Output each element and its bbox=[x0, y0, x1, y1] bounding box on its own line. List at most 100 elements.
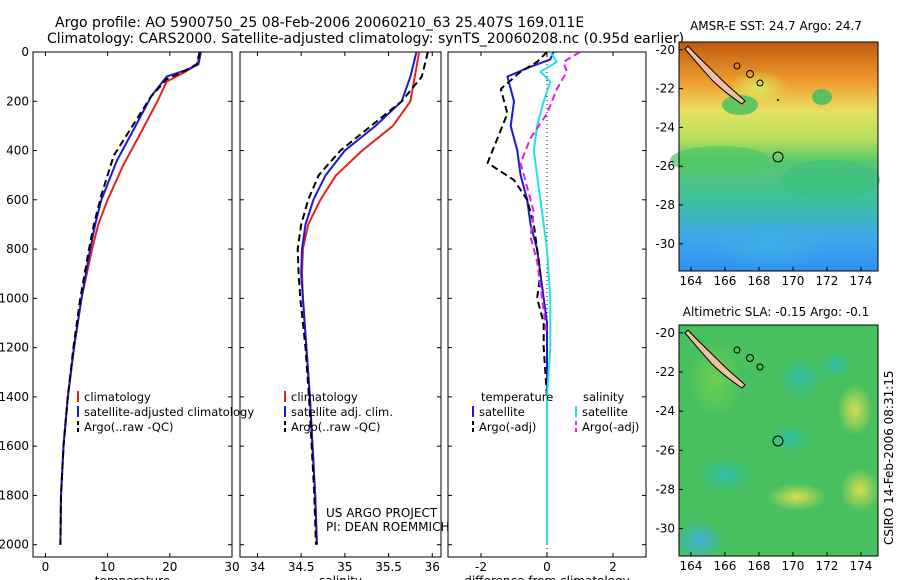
salinity-xtick-label: 35 bbox=[337, 560, 352, 574]
sla-high bbox=[840, 468, 880, 512]
sla_map-xtick-label: 168 bbox=[747, 559, 770, 573]
temperature-ytick-label: 200 bbox=[6, 94, 29, 108]
temperature-ytick-label: 2000 bbox=[0, 538, 29, 552]
salinity-axes-frame bbox=[239, 51, 442, 558]
temperature-ytick-label: 400 bbox=[6, 144, 29, 158]
sla_map-ytick-label: -30 bbox=[655, 522, 675, 536]
difference-xtick-label: 2 bbox=[609, 560, 617, 574]
sla_map-xtick-label: 172 bbox=[816, 559, 839, 573]
sla_map-ytick-label: -28 bbox=[655, 482, 675, 496]
temperature-ytick-label: 1800 bbox=[0, 488, 29, 502]
temperature-axes-frame bbox=[32, 51, 233, 558]
new-caledonia-island bbox=[684, 45, 746, 105]
sla-low bbox=[770, 424, 810, 452]
temperature-ytick-label: 1600 bbox=[0, 439, 29, 453]
sla-low bbox=[697, 457, 753, 493]
salinity-xtick-label: 35.5 bbox=[375, 560, 402, 574]
salinity-xtick-label: 34 bbox=[250, 560, 265, 574]
sla-map: Altimetric SLA: -0.15 Argo: -0.1 164 166 1… bbox=[655, 305, 880, 573]
temperature-panel: 0 200 400 600 800 1000 1200 1400 1600 1800 2000 0 10… bbox=[0, 45, 254, 580]
sla_map-xtick-label: 166 bbox=[713, 559, 736, 573]
sla-low bbox=[675, 520, 725, 560]
difference-legend-label: Argo(-adj) bbox=[582, 420, 639, 434]
temperature-xtick-label: 30 bbox=[224, 560, 239, 574]
difference-series-temperature-satellite bbox=[506, 51, 555, 397]
sst_map-ytick-label: -22 bbox=[655, 82, 675, 96]
salinity-series-satellite-adj-clim- bbox=[300, 51, 418, 545]
argo-float-marker bbox=[772, 151, 784, 163]
sst_map-ytick-label: -30 bbox=[655, 237, 675, 251]
sla_map-xtick-label: 170 bbox=[782, 559, 805, 573]
difference-legend-label: satellite bbox=[582, 405, 628, 419]
sst-blue-region bbox=[710, 220, 830, 270]
temperature-legend-label: satellite-adjusted climatology bbox=[84, 405, 254, 419]
difference-panel: -2 0 2difference from climatology temperatu… bbox=[447, 51, 647, 580]
difference-series-temperature-argo-adj- bbox=[486, 51, 548, 397]
salinity-legend-label: climatology bbox=[291, 390, 358, 404]
difference-series-salinity-satellite bbox=[532, 51, 558, 545]
salinity-legend-label: satellite adj. clim. bbox=[291, 405, 393, 419]
sst-green-patch-2 bbox=[812, 89, 832, 105]
temperature-ytick-label: 0 bbox=[21, 45, 29, 59]
difference-legend-label: Argo(-adj) bbox=[479, 420, 536, 434]
sla-high bbox=[767, 483, 827, 511]
footer-project: US ARGO PROJECT bbox=[326, 506, 438, 520]
sst_map-ytick-label: -28 bbox=[655, 198, 675, 212]
side-stamp: CSIRO 14-Feb-2006 08:31:15 bbox=[882, 370, 896, 545]
sla-high bbox=[687, 340, 743, 420]
difference-legend-label: satellite bbox=[479, 405, 525, 419]
sla_map-xtick-label: 174 bbox=[850, 559, 873, 573]
figure-title-line1: Argo profile: AO 5900750_25 08-Feb-2006 … bbox=[55, 15, 584, 31]
sla_map-ytick-label: -20 bbox=[655, 326, 675, 340]
sst-map: AMSR-E SST: 24.7 Argo: 24.7 164 166 168 170… bbox=[655, 19, 880, 288]
loyalty-island bbox=[733, 62, 741, 70]
sst_map-xtick-label: 174 bbox=[850, 274, 873, 288]
difference-legend-heading: temperature bbox=[481, 390, 553, 404]
difference-xtick-label: 0 bbox=[543, 560, 551, 574]
sst-map-ticks: 164 166 168 170 172 174 -20 -22 -24 -26 -28 -30 bbox=[655, 43, 872, 288]
figure-title-line2: Climatology: CARS2000. Satellite-adjuste… bbox=[47, 31, 684, 47]
sst_map-xtick-label: 170 bbox=[782, 274, 805, 288]
temperature-xtick-label: 20 bbox=[162, 560, 177, 574]
sla-map-frame bbox=[678, 324, 879, 557]
temperature-legend-label: Argo(..raw -QC) bbox=[84, 420, 174, 434]
sla_map-ytick-label: -26 bbox=[655, 443, 675, 457]
sst_map-ytick-label: -24 bbox=[655, 120, 675, 134]
sla-low bbox=[778, 356, 822, 400]
sla-coastline bbox=[684, 329, 764, 389]
temperature-legend-label: climatology bbox=[84, 390, 151, 404]
temperature-ytick-label: 600 bbox=[6, 193, 29, 207]
loyalty-island bbox=[756, 363, 764, 371]
sst-map-title: AMSR-E SST: 24.7 Argo: 24.7 bbox=[690, 19, 862, 33]
temperature-ytick-label: 1400 bbox=[0, 390, 29, 404]
difference-xlabel: difference from climatology bbox=[464, 574, 630, 580]
temperature-xtick-label: 10 bbox=[100, 560, 115, 574]
temperature-xlabel: temperature bbox=[95, 574, 170, 580]
salinity-series-climatology bbox=[301, 51, 421, 545]
difference-legend-heading: salinity bbox=[583, 390, 624, 404]
sst-cool-region-2 bbox=[780, 160, 880, 200]
sla_map-xtick-label: 164 bbox=[679, 559, 702, 573]
temperature-ytick-label: 1200 bbox=[0, 341, 29, 355]
temperature-ytick-label: 1000 bbox=[0, 291, 29, 305]
argo-float-marker bbox=[772, 435, 784, 447]
sst_map-xtick-label: 172 bbox=[816, 274, 839, 288]
sla-map-ticks: 164 166 168 170 172 174 -20 -22 -24 -26 -28 -30 bbox=[655, 326, 872, 573]
sst-cool-region bbox=[670, 146, 770, 174]
difference-xtick-label: -2 bbox=[475, 560, 487, 574]
loyalty-island bbox=[756, 79, 764, 87]
salinity-legend-label: Argo(..raw -QC) bbox=[291, 420, 381, 434]
temperature-xtick-label: 0 bbox=[42, 560, 50, 574]
sla-low bbox=[817, 351, 853, 379]
loyalty-island bbox=[746, 354, 754, 362]
salinity-xtick-label: 36 bbox=[425, 560, 440, 574]
sst-coastline bbox=[684, 45, 779, 105]
salinity-series-argo-raw-qc- bbox=[296, 51, 429, 545]
salinity-xtick-label: 34.5 bbox=[288, 560, 315, 574]
new-caledonia-island bbox=[684, 329, 746, 389]
temperature-ytick-label: 800 bbox=[6, 242, 29, 256]
loyalty-island bbox=[746, 70, 754, 78]
small-island bbox=[777, 99, 779, 101]
salinity-xlabel: salinity bbox=[319, 574, 362, 580]
